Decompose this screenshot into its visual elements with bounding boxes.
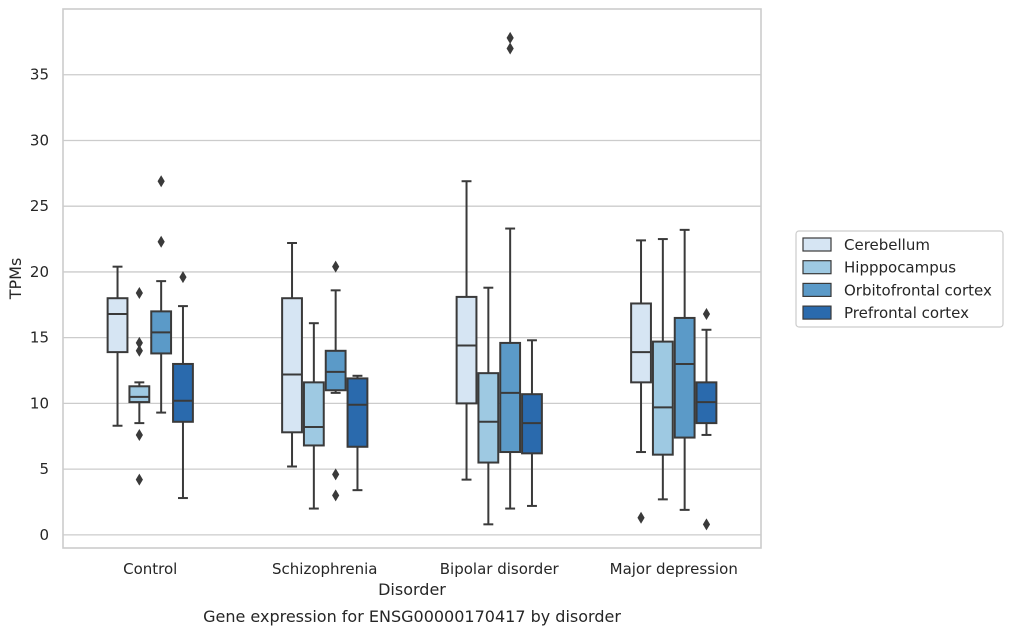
x-tick-label: Bipolar disorder <box>440 560 560 578</box>
box-iqr <box>302 381 325 447</box>
box-orbitofrontal-cortex <box>150 175 173 414</box>
box-orbitofrontal-cortex <box>673 228 696 511</box>
legend-swatch <box>802 260 832 275</box>
box-iqr <box>106 297 129 354</box>
outlier-point <box>702 518 711 531</box>
grid-lines <box>63 74 761 536</box>
box-prefrontal-cortex <box>521 339 543 507</box>
box-prefrontal-cortex <box>172 271 194 500</box>
outlier-point <box>506 42 514 55</box>
outlier-point <box>135 336 143 349</box>
box-hipppocampus <box>128 286 151 486</box>
y-tick-label: 15 <box>30 329 49 347</box>
outlier-point <box>135 344 143 357</box>
y-tick-label: 30 <box>30 131 49 149</box>
box-iqr <box>651 340 674 456</box>
outlier-point <box>135 428 143 441</box>
box-iqr <box>128 385 151 404</box>
box-groups <box>106 31 718 531</box>
box-iqr <box>630 302 652 384</box>
outlier-point <box>135 286 143 299</box>
box-iqr <box>499 341 522 454</box>
legend-swatch <box>802 305 832 320</box>
box-hipppocampus <box>651 238 674 501</box>
outlier-point <box>332 489 340 502</box>
box-iqr <box>324 349 347 392</box>
chart-title: Gene expression for ENSG00000170417 by d… <box>203 607 621 626</box>
x-tick-label: Schizophrenia <box>272 560 377 578</box>
box-iqr <box>673 316 696 439</box>
box-iqr <box>281 297 303 434</box>
box-cerebellum <box>281 242 303 468</box>
box-hipppocampus <box>477 286 500 526</box>
legend-label: Prefrontal cortex <box>844 304 969 322</box>
x-axis-ticks: Control Schizophrenia Bipolar disorder Majo… <box>123 560 738 578</box>
box-orbitofrontal-cortex <box>499 31 522 510</box>
y-tick-label: 20 <box>30 263 49 281</box>
legend: Cerebellum Hipppocampus Orbitofrontal cort… <box>795 230 1004 328</box>
legend-label: Orbitofrontal cortex <box>844 281 992 299</box>
legend-label: Cerebellum <box>844 236 930 254</box>
x-tick-label: Major depression <box>610 560 738 578</box>
y-axis-title: TPMs <box>6 258 25 301</box>
outlier-point <box>332 468 340 481</box>
y-tick-label: 10 <box>30 394 49 412</box>
box-cerebellum <box>455 180 478 481</box>
box-iqr <box>346 377 369 448</box>
legend-label: Hipppocampus <box>844 259 956 277</box>
outlier-point <box>157 235 165 248</box>
y-axis-ticks: 0 5 10 15 20 25 30 35 <box>30 66 49 544</box>
outlier-point <box>702 307 711 320</box>
y-tick-label: 5 <box>39 460 49 478</box>
outlier-point <box>179 271 187 284</box>
box-hipppocampus <box>302 322 325 510</box>
y-tick-label: 35 <box>30 66 49 84</box>
y-tick-label: 25 <box>30 197 49 215</box>
box-iqr <box>455 295 478 405</box>
box-prefrontal-cortex <box>346 374 369 492</box>
x-tick-label: Control <box>123 560 177 578</box>
box-prefrontal-cortex <box>695 307 718 531</box>
outlier-point <box>157 175 165 188</box>
outlier-point <box>332 260 340 273</box>
box-cerebellum <box>106 265 129 427</box>
box-iqr <box>172 362 194 423</box>
plot-frame <box>62 8 762 549</box>
legend-frame <box>795 230 1004 328</box>
legend-swatch <box>802 237 832 252</box>
outlier-point <box>135 473 143 486</box>
outlier-point <box>506 31 514 44</box>
box-orbitofrontal-cortex <box>324 260 347 502</box>
box-iqr <box>477 372 500 464</box>
y-tick-label: 0 <box>39 526 49 544</box>
legend-swatch <box>802 282 832 297</box>
x-axis-title: Disorder <box>378 580 446 599</box>
outlier-point <box>637 511 645 524</box>
box-cerebellum <box>630 239 652 524</box>
